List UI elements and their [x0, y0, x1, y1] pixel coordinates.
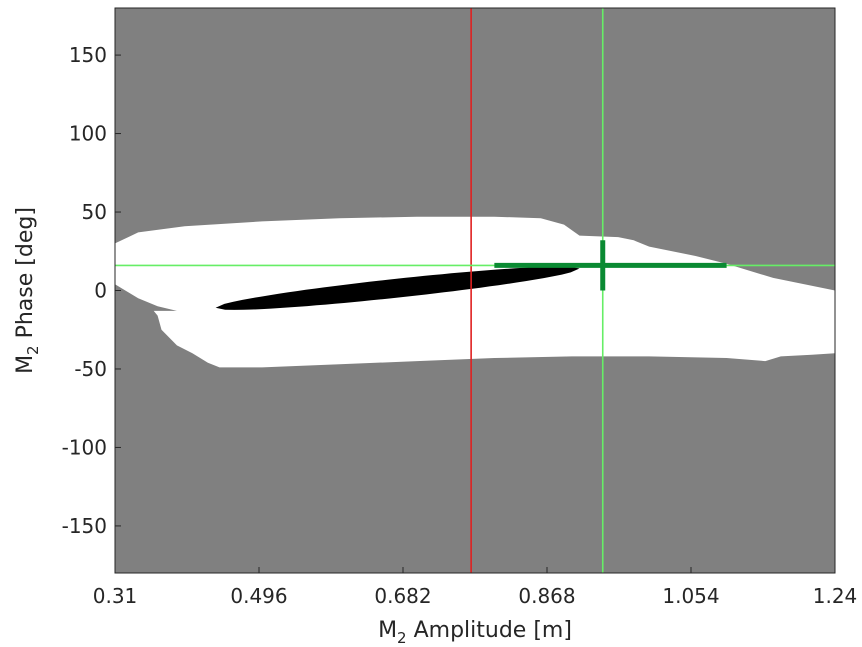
x-axis-label-prefix: M — [378, 618, 397, 643]
y-axis-label-subscript: 2 — [24, 345, 42, 355]
y-tick-label: -50 — [74, 357, 107, 381]
x-axis-label-suffix: Amplitude [m] — [407, 618, 572, 643]
x-tick-label: 0.868 — [518, 584, 575, 608]
y-axis-label: M2 Phase [deg] — [13, 207, 42, 374]
best-fit-region — [215, 266, 580, 310]
y-tick-label: 100 — [69, 122, 107, 146]
x-axis-label: M2 Amplitude [m] — [378, 618, 572, 647]
x-tick-label: 1.24 — [813, 584, 858, 608]
y-axis-ticks: 150 100 50 0 -50 -100 -150 — [62, 43, 121, 538]
y-tick-label: -150 — [62, 514, 107, 538]
y-tick-label: 150 — [69, 43, 107, 67]
x-tick-label: 0.31 — [93, 584, 138, 608]
x-tick-label: 1.054 — [662, 584, 719, 608]
y-tick-label: 0 — [94, 279, 107, 303]
y-tick-label: -100 — [62, 435, 107, 459]
x-axis-label-subscript: 2 — [397, 629, 407, 647]
x-tick-label: 0.496 — [230, 584, 287, 608]
x-tick-label: 0.682 — [374, 584, 431, 608]
x-axis-ticks: 0.31 0.496 0.682 0.868 1.054 1.24 — [93, 567, 858, 608]
y-axis-label-prefix: M — [13, 355, 38, 374]
y-tick-label: 50 — [82, 200, 107, 224]
y-axis-label-suffix: Phase [deg] — [13, 207, 38, 345]
feasible-region — [115, 216, 835, 368]
